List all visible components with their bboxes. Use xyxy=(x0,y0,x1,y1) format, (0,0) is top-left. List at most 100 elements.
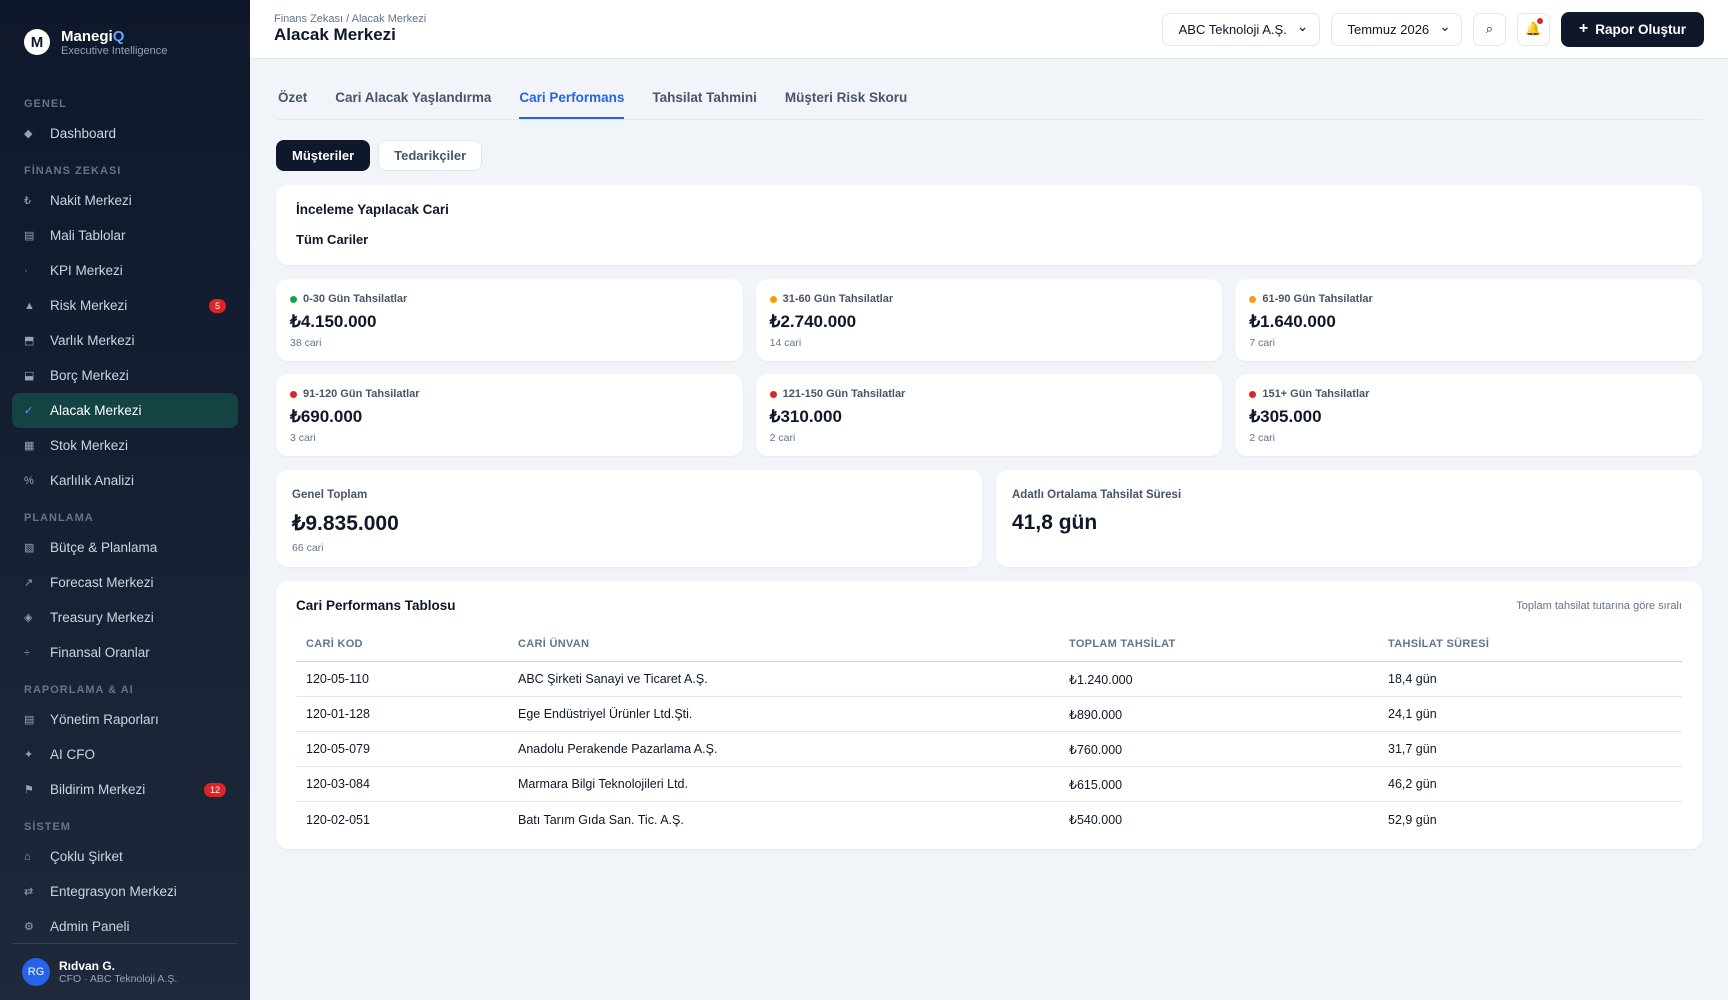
nav-icon: ▲ xyxy=(24,299,35,312)
nav-item[interactable]: ⇄ Entegrasyon Merkezi xyxy=(12,874,238,909)
tab[interactable]: Cari Performans xyxy=(519,90,625,119)
nav-item[interactable]: ⬓ Borç Merkezi xyxy=(12,358,238,393)
nav-item[interactable]: ÷ Finansal Oranlar xyxy=(12,635,238,670)
summary-grid: Genel Toplam ₺9.835.000 66 cari Adatlı Orta… xyxy=(276,470,1702,567)
nav-label: Admin Paneli xyxy=(50,919,130,934)
aging-amount: ₺310.000 xyxy=(769,407,842,426)
nav-item[interactable]: ⚑ Bildirim Merkezi 12 xyxy=(12,772,238,807)
table-title: Cari Performans Tablosu xyxy=(296,598,456,613)
nav-icon: ↗ xyxy=(24,577,34,589)
aging-label-row: 31-60 Gün Tahsilatlar xyxy=(769,293,1209,305)
brand: M Manegi Q Executive Intelligence xyxy=(12,0,238,84)
nav-item[interactable]: ↗ Forecast Merkezi xyxy=(12,565,238,600)
search-button[interactable]: ⌕ xyxy=(1472,12,1506,46)
main: Finans Zekası / Alacak Merkezi Alacak Mer… xyxy=(250,0,1728,1000)
status-dot xyxy=(1249,295,1257,303)
table-card: Cari Performans Tablosu Toplam tahsilat t… xyxy=(276,581,1702,849)
nav-item[interactable]: ▦ Stok Merkezi xyxy=(12,428,238,463)
brand-name-main: Manegi xyxy=(61,27,113,45)
table-cell: ₺890.000 xyxy=(1069,707,1123,722)
table-cell: 120-05-079 xyxy=(306,742,370,756)
tabs: Özet Cari Alacak Yaşlandırma Cari Performa… xyxy=(276,59,1702,120)
period-select[interactable]: Temmuz 2026 ⌄ xyxy=(1330,12,1462,46)
nav-item[interactable]: ⚙ Admin Paneli xyxy=(12,909,238,944)
report-button-label: Rapor Oluştur xyxy=(1595,21,1686,37)
nav-item[interactable]: ✦ AI CFO xyxy=(12,737,238,772)
aging-amount: ₺690.000 xyxy=(290,407,363,426)
nav-item[interactable]: ▤ Yönetim Raporları xyxy=(12,702,238,737)
nav-label: Çoklu Şirket xyxy=(50,849,123,864)
aging-label-row: 151+ Gün Tahsilatlar xyxy=(1249,388,1688,400)
logo: M xyxy=(24,29,50,55)
status-dot xyxy=(290,295,297,303)
notification-dot xyxy=(1536,17,1543,24)
nav-item[interactable]: ◈ Treasury Merkezi xyxy=(12,600,238,635)
brand-name: Manegi Q xyxy=(61,28,167,45)
nav-icon: ◆ xyxy=(24,128,33,140)
bell-icon: 🔔 xyxy=(1525,21,1542,36)
nav-item[interactable]: ⬒ Varlık Merkezi xyxy=(12,323,238,358)
aging-label: 61-90 Gün Tahsilatlar xyxy=(1262,293,1373,305)
subtab[interactable]: Müşteriler xyxy=(276,140,371,171)
table-cell: Marmara Bilgi Teknolojileri Ltd. xyxy=(518,777,688,791)
nav-item[interactable]: ▲ Risk Merkezi 5 xyxy=(12,288,238,323)
column-header: CARİ KOD xyxy=(306,638,363,650)
table-head-row: CARİ KOD CARİ ÜNVAN TOPLAM TAHSİLAT TAHSİLA… xyxy=(296,627,1682,662)
period-value: Temmuz 2026 xyxy=(1347,21,1430,37)
table-cell: 120-03-084 xyxy=(306,777,370,791)
aging-label: 151+ Gün Tahsilatlar xyxy=(1262,388,1370,400)
summary-card: Genel Toplam ₺9.835.000 66 cari xyxy=(276,470,982,567)
table-row: 120-03-084 Marmara Bilgi Teknolojileri Lt… xyxy=(296,767,1682,802)
status-dot xyxy=(290,390,297,398)
aging-label-row: 91-120 Gün Tahsilatlar xyxy=(290,388,729,400)
table-note: Toplam tahsilat tutarına göre sıralı xyxy=(1516,599,1682,612)
table-cell: Batı Tarım Gıda San. Tic. A.Ş. xyxy=(518,812,684,827)
nav-item[interactable]: ✓ Alacak Merkezi xyxy=(12,393,238,428)
tab[interactable]: Özet xyxy=(278,90,308,105)
notification-button[interactable]: 🔔 xyxy=(1516,12,1550,46)
nav-label: Borç Merkezi xyxy=(50,368,129,383)
nav-item[interactable]: ₺ Nakit Merkezi xyxy=(12,183,238,218)
nav-label: Stok Merkezi xyxy=(50,438,129,453)
summary-label: Genel Toplam xyxy=(292,489,368,501)
tab[interactable]: Tahsilat Tahmini xyxy=(652,90,757,105)
nav-item[interactable]: ◆ Dashboard xyxy=(12,116,238,151)
chevron: ⌄ xyxy=(1296,17,1309,34)
nav-section-title: PLANLAMA xyxy=(24,512,94,524)
company-value: ABC Teknoloji A.Ş. xyxy=(1178,21,1287,37)
nav-item[interactable]: ▧ Bütçe & Planlama xyxy=(12,530,238,565)
aging-count: 2 cari xyxy=(769,432,796,444)
nav-label: Dashboard xyxy=(50,126,117,141)
table-row: 120-05-079 Anadolu Perakende Pazarlama A.… xyxy=(296,732,1682,767)
user[interactable]: RG Rıdvan G. CFO · ABC Teknoloji A.Ş. xyxy=(12,943,238,1000)
nav-item[interactable]: · KPI Merkezi xyxy=(12,253,238,288)
report-button[interactable]: + Rapor Oluştur xyxy=(1560,11,1704,47)
aging-card: 121-150 Gün Tahsilatlar ₺310.000 2 cari xyxy=(755,374,1223,456)
nav-icon: ⌂ xyxy=(24,850,31,863)
nav-item[interactable]: ⌂ Çoklu Şirket xyxy=(12,839,238,874)
aging-label: 121-150 Gün Tahsilatlar xyxy=(782,388,906,400)
nav-icon: ✓ xyxy=(24,405,34,417)
company-select[interactable]: ABC Teknoloji A.Ş. ⌄ xyxy=(1161,12,1320,46)
aging-card: 151+ Gün Tahsilatlar ₺305.000 2 cari xyxy=(1235,374,1702,456)
subtab[interactable]: Tedarikçiler xyxy=(378,140,483,171)
nav-label: Karlılık Analizi xyxy=(50,473,135,488)
nav-item[interactable]: % Karlılık Analizi xyxy=(12,463,238,498)
filter-value[interactable]: Tüm Cariler xyxy=(296,232,369,247)
column-header: TAHSİLAT SÜRESİ xyxy=(1388,638,1490,650)
nav-item[interactable]: ▤ Mali Tablolar xyxy=(12,218,238,253)
tab[interactable]: Müşteri Risk Skoru xyxy=(784,90,908,105)
aging-card: 31-60 Gün Tahsilatlar ₺2.740.000 14 cari xyxy=(755,279,1223,361)
brand-text: Manegi Q Executive Intelligence xyxy=(61,28,167,57)
column-header: TOPLAM TAHSİLAT xyxy=(1069,638,1176,650)
table-cell: ₺615.000 xyxy=(1069,777,1123,792)
nav-section-title: RAPORLAMA & AI xyxy=(24,684,134,696)
nav-icon: ▦ xyxy=(24,440,35,452)
table-cell: Ege Endüstriyel Ürünler Ltd.Şti. xyxy=(518,707,693,721)
tab[interactable]: Cari Alacak Yaşlandırma xyxy=(335,90,492,105)
nav-label: Mali Tablolar xyxy=(50,228,126,243)
aging-label: 91-120 Gün Tahsilatlar xyxy=(303,388,420,400)
content: Özet Cari Alacak Yaşlandırma Cari Performa… xyxy=(250,59,1728,849)
aging-label: 31-60 Gün Tahsilatlar xyxy=(782,293,894,305)
